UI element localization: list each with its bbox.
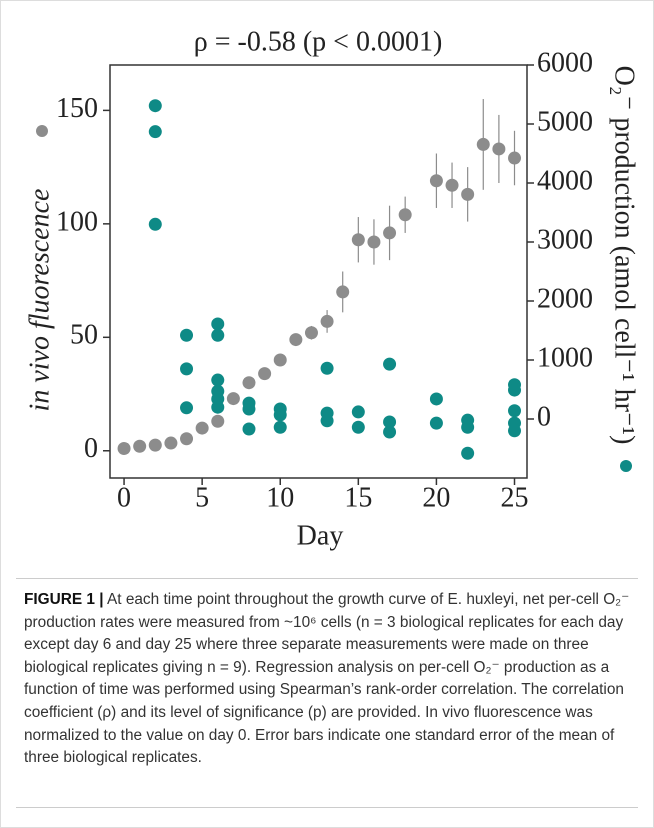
y2-tick-label: 0 <box>537 401 551 432</box>
point <box>289 333 303 347</box>
point <box>351 420 365 434</box>
point <box>476 137 490 151</box>
point <box>304 326 318 340</box>
x-tick-label: 20 <box>422 482 450 513</box>
point <box>398 208 412 222</box>
plot-frame <box>109 64 528 479</box>
y-tick-label: 150 <box>56 93 98 124</box>
x-tick-label: 15 <box>344 482 372 513</box>
y2-tick-label: 4000 <box>537 165 593 196</box>
point <box>211 400 225 414</box>
point <box>148 125 162 139</box>
point <box>429 416 443 430</box>
point <box>508 424 522 438</box>
point <box>180 328 194 342</box>
point <box>461 420 475 434</box>
y-tick-label: 0 <box>84 433 98 464</box>
y-label-marker <box>36 125 48 137</box>
point <box>180 362 194 376</box>
point <box>148 217 162 231</box>
point <box>336 285 350 299</box>
point <box>117 442 131 455</box>
point <box>211 317 225 331</box>
point <box>351 405 365 419</box>
point <box>242 376 256 390</box>
point <box>273 420 287 434</box>
x-tick-label: 25 <box>501 482 529 513</box>
y2-tick-label: 6000 <box>537 47 593 78</box>
y2-tick-label: 3000 <box>537 224 593 255</box>
point <box>320 414 334 428</box>
point <box>195 421 209 435</box>
point <box>492 142 506 156</box>
y-tick-label: 50 <box>70 320 98 351</box>
y2-label-marker <box>620 460 632 472</box>
point <box>258 367 272 381</box>
x-tick-label: 10 <box>266 482 294 513</box>
point <box>508 383 522 397</box>
y2-tick-label: 2000 <box>537 283 593 314</box>
point <box>273 408 287 422</box>
point <box>429 174 443 188</box>
caption-label: FIGURE 1 | <box>24 591 104 608</box>
point <box>351 233 365 247</box>
point <box>226 392 240 406</box>
point <box>211 414 225 428</box>
point <box>148 438 162 452</box>
point <box>133 439 147 453</box>
y2-tick-label: 1000 <box>537 342 593 373</box>
point <box>461 446 475 460</box>
point <box>320 361 334 375</box>
point <box>383 357 397 371</box>
point <box>180 432 194 446</box>
point <box>445 178 459 192</box>
point <box>164 436 178 450</box>
point <box>180 401 194 415</box>
point <box>383 425 397 439</box>
caption: FIGURE 1 | At each time point throughout… <box>16 578 638 808</box>
point <box>383 415 397 429</box>
y2-tick-label: 5000 <box>537 106 593 137</box>
point <box>461 187 475 201</box>
point <box>242 422 256 436</box>
y-axis-label: in vivo fluorescence <box>24 189 55 412</box>
chart-title: ρ = -0.58 (p < 0.0001) <box>194 26 443 57</box>
point <box>148 99 162 113</box>
point <box>383 226 397 240</box>
point <box>508 404 522 418</box>
chart: ρ = -0.58 (p < 0.0001) Day in vivo fluor… <box>24 26 640 551</box>
point <box>273 353 287 367</box>
y2-axis-label: O₂⁻ production (amol cell⁻¹ hr⁻¹) <box>609 66 640 445</box>
y-tick-label: 100 <box>56 206 98 237</box>
x-tick-label: 0 <box>117 482 131 513</box>
point <box>211 373 225 387</box>
point <box>320 314 334 328</box>
point <box>367 235 381 249</box>
point <box>429 392 443 406</box>
point <box>242 402 256 416</box>
point <box>508 151 522 165</box>
point <box>211 328 225 342</box>
x-tick-label: 5 <box>195 482 209 513</box>
x-axis-label: Day <box>297 520 344 551</box>
caption-text: At each time point throughout the growth… <box>24 591 630 767</box>
